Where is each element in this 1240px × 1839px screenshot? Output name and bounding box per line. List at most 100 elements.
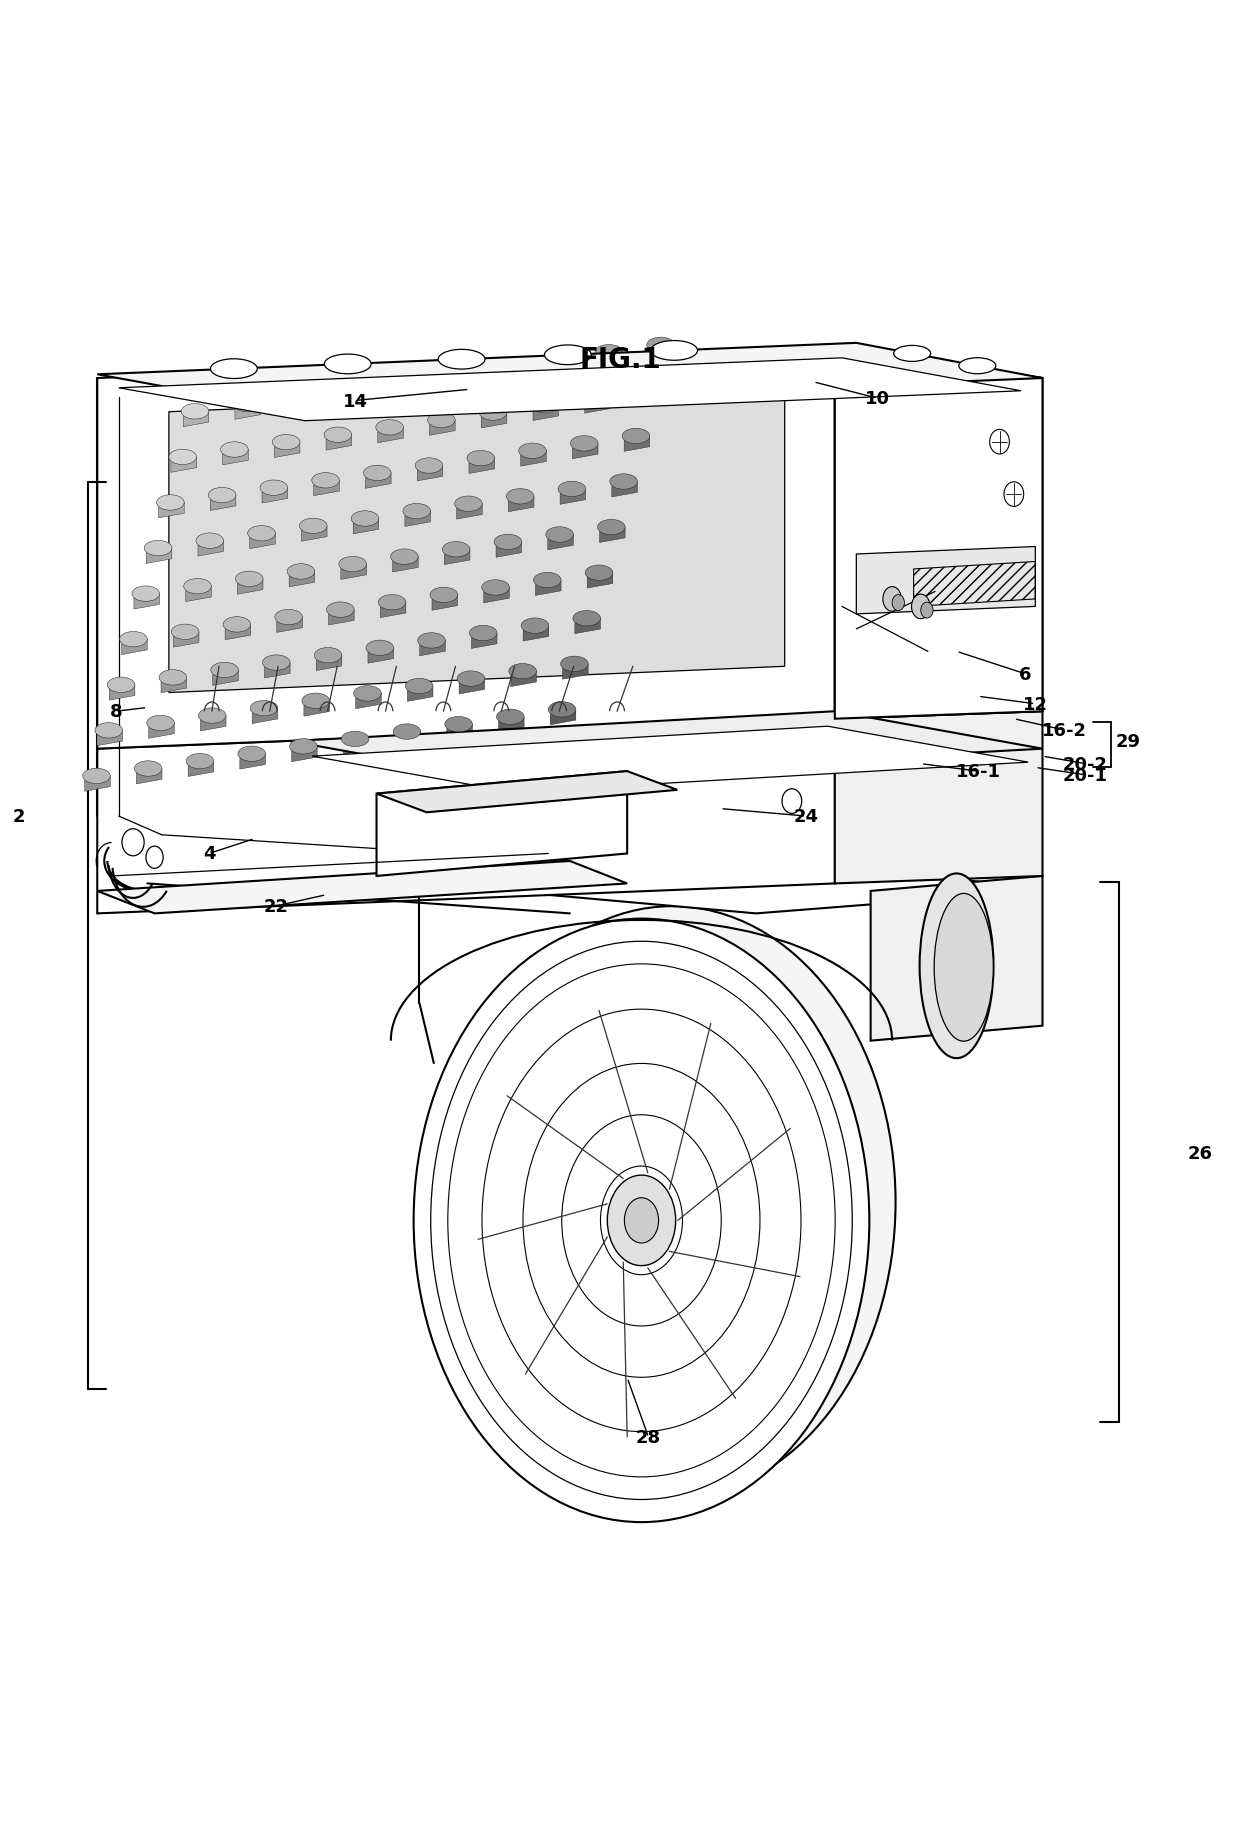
Ellipse shape	[445, 717, 472, 732]
Text: 26: 26	[1188, 1144, 1213, 1162]
Ellipse shape	[83, 769, 110, 783]
Polygon shape	[585, 399, 610, 414]
Ellipse shape	[238, 747, 265, 761]
Ellipse shape	[595, 346, 622, 360]
Ellipse shape	[159, 669, 187, 686]
Ellipse shape	[438, 349, 485, 370]
Polygon shape	[186, 587, 211, 603]
Polygon shape	[441, 375, 467, 390]
Polygon shape	[835, 349, 1043, 719]
Ellipse shape	[273, 436, 300, 451]
Ellipse shape	[290, 739, 317, 754]
Polygon shape	[573, 443, 598, 460]
Polygon shape	[237, 579, 263, 594]
Polygon shape	[234, 405, 260, 419]
Polygon shape	[835, 349, 1043, 719]
Polygon shape	[289, 572, 315, 587]
Ellipse shape	[391, 550, 418, 565]
Polygon shape	[536, 581, 560, 596]
Ellipse shape	[285, 390, 312, 405]
Ellipse shape	[467, 451, 495, 467]
Polygon shape	[198, 541, 223, 557]
Polygon shape	[546, 360, 570, 375]
Polygon shape	[560, 489, 585, 506]
Ellipse shape	[119, 633, 148, 647]
Polygon shape	[611, 482, 637, 498]
Polygon shape	[456, 504, 482, 520]
Ellipse shape	[134, 761, 162, 776]
Ellipse shape	[455, 497, 482, 511]
Ellipse shape	[622, 428, 650, 445]
Ellipse shape	[883, 587, 901, 612]
Ellipse shape	[480, 406, 507, 421]
Polygon shape	[508, 497, 534, 513]
Polygon shape	[201, 715, 226, 732]
Text: 4: 4	[202, 846, 216, 862]
Ellipse shape	[146, 846, 164, 868]
Polygon shape	[624, 436, 650, 452]
Ellipse shape	[494, 535, 522, 550]
Ellipse shape	[366, 640, 393, 657]
Polygon shape	[391, 383, 415, 397]
Polygon shape	[119, 359, 1021, 421]
Polygon shape	[599, 528, 625, 543]
Polygon shape	[136, 769, 162, 785]
Ellipse shape	[598, 520, 625, 535]
Ellipse shape	[506, 489, 534, 504]
Polygon shape	[533, 406, 558, 421]
Ellipse shape	[131, 587, 160, 601]
Ellipse shape	[223, 618, 250, 633]
Ellipse shape	[95, 723, 123, 739]
Ellipse shape	[521, 618, 549, 634]
Ellipse shape	[892, 596, 904, 611]
Ellipse shape	[146, 715, 175, 732]
Polygon shape	[835, 712, 1043, 885]
Polygon shape	[97, 730, 123, 747]
Polygon shape	[239, 754, 265, 771]
Text: 10: 10	[866, 390, 890, 408]
Ellipse shape	[570, 436, 598, 452]
Ellipse shape	[990, 430, 1009, 454]
Ellipse shape	[233, 397, 260, 412]
Text: 8: 8	[109, 702, 123, 721]
Ellipse shape	[326, 603, 355, 618]
Ellipse shape	[458, 671, 485, 688]
Text: 20-2: 20-2	[1063, 756, 1109, 772]
Ellipse shape	[336, 383, 365, 397]
Polygon shape	[575, 620, 600, 634]
Polygon shape	[213, 671, 238, 686]
Polygon shape	[343, 739, 370, 756]
Ellipse shape	[299, 519, 327, 535]
Polygon shape	[174, 633, 198, 647]
Polygon shape	[405, 511, 430, 528]
Polygon shape	[498, 717, 525, 732]
Ellipse shape	[583, 392, 610, 406]
Polygon shape	[339, 390, 365, 405]
Polygon shape	[459, 679, 485, 695]
Polygon shape	[419, 861, 1043, 914]
Ellipse shape	[449, 907, 895, 1497]
Ellipse shape	[533, 574, 560, 588]
Polygon shape	[511, 671, 537, 688]
Polygon shape	[134, 594, 160, 611]
Ellipse shape	[911, 594, 930, 620]
Polygon shape	[417, 467, 443, 482]
Ellipse shape	[181, 405, 208, 419]
Ellipse shape	[221, 443, 248, 458]
Ellipse shape	[341, 732, 370, 747]
Ellipse shape	[440, 368, 467, 383]
Ellipse shape	[325, 355, 371, 375]
Polygon shape	[169, 386, 785, 693]
Ellipse shape	[208, 487, 236, 504]
Text: 22: 22	[264, 897, 289, 916]
Polygon shape	[377, 772, 627, 877]
Polygon shape	[97, 719, 835, 914]
Polygon shape	[301, 526, 327, 543]
Polygon shape	[444, 550, 470, 565]
Ellipse shape	[894, 346, 931, 362]
Ellipse shape	[248, 526, 275, 543]
Ellipse shape	[1004, 482, 1024, 508]
Polygon shape	[481, 414, 507, 428]
Ellipse shape	[546, 528, 573, 543]
Polygon shape	[262, 489, 288, 504]
